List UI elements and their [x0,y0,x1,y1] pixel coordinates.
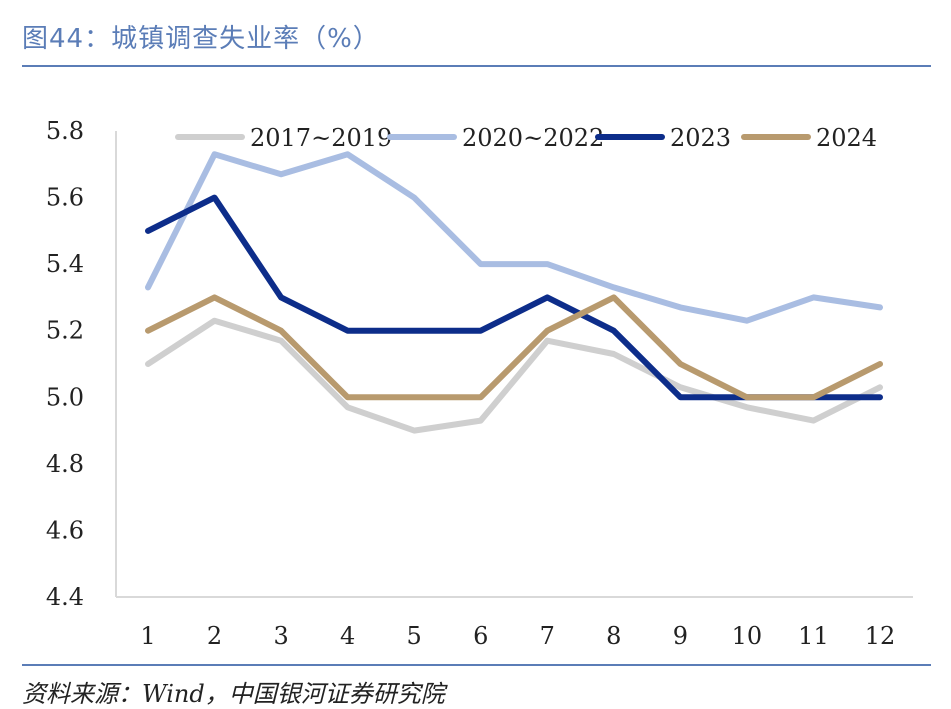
y-tick-label: 4.4 [46,583,84,611]
y-tick-label: 5.6 [46,184,84,212]
legend: 2017~2019 2020~2022 2023 2024 [175,124,877,152]
y-tick-label: 5.8 [46,117,84,145]
chart-title: 图44：城镇调查失业率（%） [22,24,380,54]
bottom-divider [22,664,931,666]
x-tick-label: 6 [473,622,488,650]
top-divider [22,65,931,67]
x-tick-label: 5 [407,622,422,650]
legend-label: 2024 [816,124,877,152]
axes [115,131,913,598]
x-tick-labels: 1 2 3 4 5 6 7 8 9 10 11 12 [140,622,895,650]
legend-label: 2020~2022 [462,124,604,152]
y-tick-label: 5.2 [46,317,84,345]
x-tick-label: 12 [865,622,896,650]
x-tick-label: 8 [606,622,621,650]
x-tick-label: 1 [140,622,155,650]
series-lines [145,151,883,434]
legend-label: 2023 [670,124,731,152]
y-tick-labels: 4.4 4.6 4.8 5.0 5.2 5.4 5.6 5.8 [46,117,84,611]
x-tick-label: 9 [673,622,688,650]
series-line-2024 [145,294,883,401]
series-line-2020~2022 [145,151,883,324]
legend-label: 2017~2019 [250,124,392,152]
y-tick-label: 4.6 [46,516,84,544]
source-note: 资料来源：Wind，中国银河证券研究院 [22,680,445,708]
x-tick-label: 4 [340,622,355,650]
x-tick-label: 10 [732,622,763,650]
x-tick-label: 11 [798,622,829,650]
series-line-2017~2019 [145,317,883,434]
x-tick-label: 2 [207,622,222,650]
y-tick-label: 5.4 [46,250,84,278]
x-tick-label: 3 [273,622,288,650]
y-tick-label: 5.0 [46,383,84,411]
x-tick-label: 7 [540,622,555,650]
y-tick-label: 4.8 [46,450,84,478]
